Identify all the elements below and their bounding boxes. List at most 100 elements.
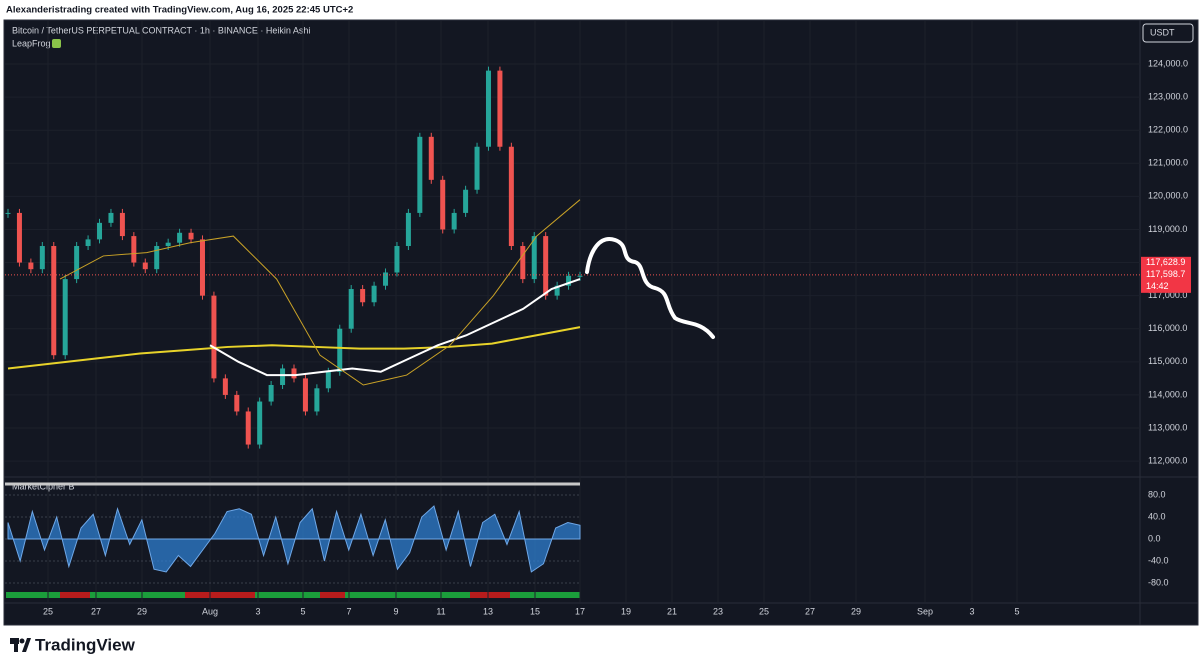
indicator-legend: LeapFrog — [12, 38, 51, 48]
moving-average — [7, 326, 581, 370]
candle — [268, 384, 274, 402]
symbol-legend: Bitcoin / TetherUS PERPETUAL CONTRACT · … — [12, 25, 310, 35]
candle — [291, 368, 297, 379]
candle — [428, 136, 434, 180]
strip-red — [320, 592, 345, 598]
x-tick-label: 5 — [1014, 606, 1019, 616]
candle — [463, 189, 469, 213]
y-tick-label: 123,000.0 — [1148, 91, 1188, 101]
logo-part — [19, 638, 25, 644]
candle — [108, 212, 114, 223]
last-price-label: 117,628.9 — [1146, 257, 1185, 267]
candle — [222, 378, 228, 395]
currency: USDT — [1150, 27, 1175, 37]
y-tick-label: 116,000.0 — [1148, 323, 1187, 333]
x-tick-label: 29 — [137, 606, 147, 616]
osc-wave — [7, 505, 581, 573]
x-tick-label: 21 — [667, 606, 677, 616]
y-tick-label: 114,000.0 — [1148, 389, 1187, 399]
x-tick-label: 3 — [255, 606, 260, 616]
signal-strip — [6, 592, 580, 598]
candle — [566, 275, 572, 286]
candle — [62, 279, 68, 356]
logo-part — [14, 638, 18, 652]
candle — [234, 394, 240, 412]
osc-tick-label: 0.0 — [1148, 533, 1161, 543]
x-tick-label: Sep — [917, 606, 933, 616]
candle — [314, 388, 320, 412]
candle — [371, 285, 377, 303]
candle — [51, 246, 57, 356]
y-tick-label: 122,000.0 — [1148, 125, 1188, 135]
candle — [177, 232, 183, 243]
hand-drawn-projection — [585, 237, 715, 339]
logo-part — [22, 638, 31, 652]
candle — [211, 295, 217, 379]
x-tick-label: 25 — [43, 606, 53, 616]
price-tag — [1141, 256, 1191, 293]
x-tick-label: Aug — [202, 606, 218, 616]
candle — [383, 272, 389, 286]
candle — [165, 242, 171, 247]
attribution: Alexanderistrading created with TradingV… — [6, 5, 353, 16]
candle — [405, 212, 411, 247]
candle — [394, 246, 400, 273]
candle — [337, 328, 343, 372]
moving-average — [59, 199, 581, 386]
candle — [131, 236, 137, 263]
oscillator-legend: MarketCipher B — [12, 481, 75, 491]
strip-red — [185, 592, 255, 598]
x-tick-label: 5 — [300, 606, 305, 616]
candle — [85, 239, 91, 247]
x-tick-label: 27 — [91, 606, 101, 616]
candle — [280, 368, 286, 385]
candle — [119, 212, 125, 237]
x-tick-label: 29 — [851, 606, 861, 616]
candle — [440, 179, 446, 230]
y-tick-label: 119,000.0 — [1148, 224, 1187, 234]
candle — [543, 236, 549, 296]
candle — [577, 275, 583, 277]
candle — [74, 246, 80, 280]
candle — [302, 378, 308, 412]
y-tick-label: 121,000.0 — [1148, 158, 1188, 168]
y-tick-label: 112,000.0 — [1148, 455, 1187, 465]
y-tick-label: 115,000.0 — [1148, 356, 1187, 366]
x-tick-label: 11 — [436, 606, 445, 616]
candle — [325, 371, 331, 389]
x-tick-label: 7 — [346, 606, 351, 616]
candle — [417, 136, 423, 213]
candle — [245, 411, 251, 445]
candle — [39, 246, 45, 270]
x-tick-label: 9 — [393, 606, 398, 616]
candle — [16, 212, 22, 263]
candle — [485, 70, 491, 147]
candle — [5, 212, 11, 214]
x-tick-label: 27 — [805, 606, 815, 616]
x-tick-label: 23 — [713, 606, 723, 616]
candle — [28, 262, 34, 270]
candle — [142, 262, 148, 270]
moving-average — [209, 278, 581, 377]
candle — [348, 289, 354, 329]
candle — [531, 236, 537, 280]
strip-red — [60, 592, 90, 598]
candle — [199, 239, 205, 296]
candle — [360, 289, 366, 303]
candle — [508, 146, 514, 247]
candle — [257, 401, 263, 445]
last-price-label: 117,598.7 — [1146, 269, 1185, 279]
osc-tick-label: 80.0 — [1148, 489, 1166, 499]
brand-name: TradingView — [35, 635, 136, 654]
candle — [554, 285, 560, 296]
frog-icon — [52, 39, 61, 48]
x-tick-label: 17 — [575, 606, 585, 616]
candle — [97, 222, 103, 240]
countdown: 14:42 — [1146, 281, 1169, 291]
y-tick-label: 117,000.0 — [1148, 290, 1187, 300]
currency-button[interactable] — [1142, 23, 1194, 43]
osc-tick-label: 40.0 — [1148, 511, 1166, 521]
strip-green — [6, 592, 580, 598]
osc-tick-label: -80.0 — [1148, 577, 1169, 587]
